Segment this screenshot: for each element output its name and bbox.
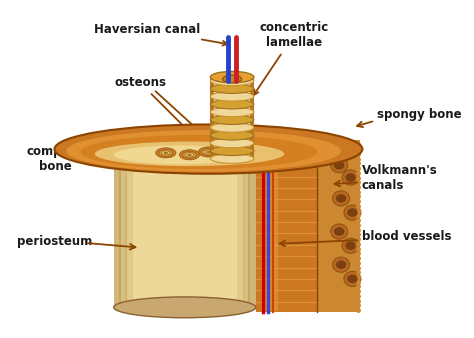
Ellipse shape xyxy=(210,115,254,124)
Ellipse shape xyxy=(114,297,256,318)
Ellipse shape xyxy=(162,151,170,155)
Ellipse shape xyxy=(344,142,361,157)
Ellipse shape xyxy=(198,147,219,157)
Bar xyxy=(114,149,121,307)
Bar xyxy=(119,149,127,307)
Ellipse shape xyxy=(155,148,176,158)
Text: osteons: osteons xyxy=(114,76,205,148)
Ellipse shape xyxy=(223,75,242,83)
Text: blood vessels: blood vessels xyxy=(362,230,451,243)
Ellipse shape xyxy=(81,135,318,169)
Ellipse shape xyxy=(210,146,254,155)
Ellipse shape xyxy=(331,158,348,173)
Ellipse shape xyxy=(210,154,254,163)
Ellipse shape xyxy=(210,99,254,109)
Ellipse shape xyxy=(210,71,254,83)
Ellipse shape xyxy=(336,260,346,269)
Polygon shape xyxy=(250,78,254,159)
Ellipse shape xyxy=(210,84,254,93)
Ellipse shape xyxy=(347,145,358,153)
Ellipse shape xyxy=(179,150,200,160)
Ellipse shape xyxy=(344,205,361,220)
Ellipse shape xyxy=(331,224,348,239)
Ellipse shape xyxy=(344,271,361,287)
Ellipse shape xyxy=(333,257,350,272)
Ellipse shape xyxy=(201,148,215,155)
Ellipse shape xyxy=(346,241,356,250)
Ellipse shape xyxy=(210,130,254,140)
Ellipse shape xyxy=(188,154,191,155)
Bar xyxy=(248,149,256,307)
Ellipse shape xyxy=(334,227,345,236)
Ellipse shape xyxy=(336,194,346,203)
Ellipse shape xyxy=(66,130,341,172)
Bar xyxy=(261,142,278,311)
Text: compact
bone: compact bone xyxy=(27,145,83,173)
Ellipse shape xyxy=(210,92,254,101)
Bar xyxy=(318,140,360,312)
Ellipse shape xyxy=(55,124,363,174)
Bar xyxy=(125,149,133,307)
Ellipse shape xyxy=(95,142,284,166)
Ellipse shape xyxy=(164,152,167,154)
Ellipse shape xyxy=(210,76,254,86)
Ellipse shape xyxy=(182,151,196,158)
Text: Haversian canal: Haversian canal xyxy=(94,23,228,46)
Ellipse shape xyxy=(333,191,350,206)
Polygon shape xyxy=(210,78,214,159)
Ellipse shape xyxy=(342,238,359,253)
Bar xyxy=(243,149,250,307)
Ellipse shape xyxy=(185,153,194,157)
Ellipse shape xyxy=(159,149,173,156)
Text: periosteum: periosteum xyxy=(18,235,92,247)
Text: spongy bone: spongy bone xyxy=(377,108,462,121)
Bar xyxy=(256,140,327,312)
Text: concentric
lamellae: concentric lamellae xyxy=(254,21,328,95)
Ellipse shape xyxy=(204,150,213,154)
Bar xyxy=(114,149,256,307)
Bar xyxy=(237,149,245,307)
Ellipse shape xyxy=(347,275,358,283)
Ellipse shape xyxy=(210,123,254,132)
Text: Volkmann's
canals: Volkmann's canals xyxy=(362,164,438,192)
Ellipse shape xyxy=(334,161,345,169)
Ellipse shape xyxy=(114,145,246,164)
Ellipse shape xyxy=(347,208,358,217)
Ellipse shape xyxy=(207,151,210,153)
Ellipse shape xyxy=(346,173,356,182)
Ellipse shape xyxy=(210,138,254,148)
Ellipse shape xyxy=(210,107,254,117)
Ellipse shape xyxy=(342,170,359,185)
